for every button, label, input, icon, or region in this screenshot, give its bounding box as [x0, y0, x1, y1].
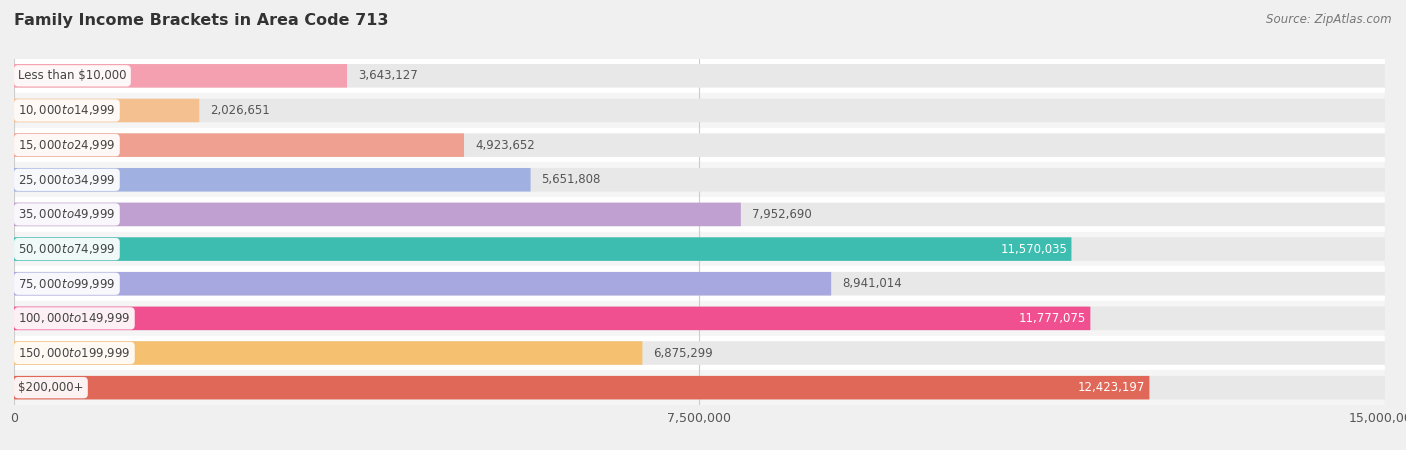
- Bar: [14, 197, 1385, 232]
- FancyBboxPatch shape: [14, 306, 1385, 330]
- Text: $35,000 to $49,999: $35,000 to $49,999: [18, 207, 115, 221]
- FancyBboxPatch shape: [14, 202, 1385, 226]
- Text: 8,941,014: 8,941,014: [842, 277, 901, 290]
- FancyBboxPatch shape: [14, 306, 1091, 330]
- Bar: [14, 336, 1385, 370]
- Text: 12,423,197: 12,423,197: [1078, 381, 1146, 394]
- Bar: [14, 93, 1385, 128]
- Bar: [14, 232, 1385, 266]
- Text: 4,923,652: 4,923,652: [475, 139, 534, 152]
- Text: $100,000 to $149,999: $100,000 to $149,999: [18, 311, 131, 325]
- Text: 5,651,808: 5,651,808: [541, 173, 600, 186]
- FancyBboxPatch shape: [14, 272, 1385, 296]
- FancyBboxPatch shape: [14, 202, 741, 226]
- Text: $200,000+: $200,000+: [18, 381, 84, 394]
- Bar: [14, 301, 1385, 336]
- Text: $75,000 to $99,999: $75,000 to $99,999: [18, 277, 115, 291]
- FancyBboxPatch shape: [14, 272, 831, 296]
- Bar: [14, 128, 1385, 162]
- Text: 11,570,035: 11,570,035: [1001, 243, 1067, 256]
- Text: $25,000 to $34,999: $25,000 to $34,999: [18, 173, 115, 187]
- Text: $150,000 to $199,999: $150,000 to $199,999: [18, 346, 131, 360]
- FancyBboxPatch shape: [14, 99, 1385, 122]
- FancyBboxPatch shape: [14, 237, 1385, 261]
- FancyBboxPatch shape: [14, 376, 1385, 400]
- Text: $15,000 to $24,999: $15,000 to $24,999: [18, 138, 115, 152]
- FancyBboxPatch shape: [14, 99, 200, 122]
- Text: Less than $10,000: Less than $10,000: [18, 69, 127, 82]
- FancyBboxPatch shape: [14, 64, 347, 88]
- Text: 3,643,127: 3,643,127: [359, 69, 418, 82]
- Text: Family Income Brackets in Area Code 713: Family Income Brackets in Area Code 713: [14, 14, 388, 28]
- FancyBboxPatch shape: [14, 133, 464, 157]
- FancyBboxPatch shape: [14, 64, 1385, 88]
- Text: $10,000 to $14,999: $10,000 to $14,999: [18, 104, 115, 117]
- FancyBboxPatch shape: [14, 168, 530, 192]
- Text: Source: ZipAtlas.com: Source: ZipAtlas.com: [1267, 14, 1392, 27]
- Bar: [14, 58, 1385, 93]
- FancyBboxPatch shape: [14, 376, 1150, 400]
- FancyBboxPatch shape: [14, 237, 1071, 261]
- Bar: [14, 162, 1385, 197]
- Text: 6,875,299: 6,875,299: [654, 346, 713, 360]
- Text: 7,952,690: 7,952,690: [752, 208, 811, 221]
- Text: $50,000 to $74,999: $50,000 to $74,999: [18, 242, 115, 256]
- Text: 2,026,651: 2,026,651: [211, 104, 270, 117]
- Bar: [14, 266, 1385, 301]
- Text: 11,777,075: 11,777,075: [1019, 312, 1087, 325]
- FancyBboxPatch shape: [14, 341, 1385, 365]
- FancyBboxPatch shape: [14, 133, 1385, 157]
- FancyBboxPatch shape: [14, 168, 1385, 192]
- Bar: [14, 370, 1385, 405]
- FancyBboxPatch shape: [14, 341, 643, 365]
